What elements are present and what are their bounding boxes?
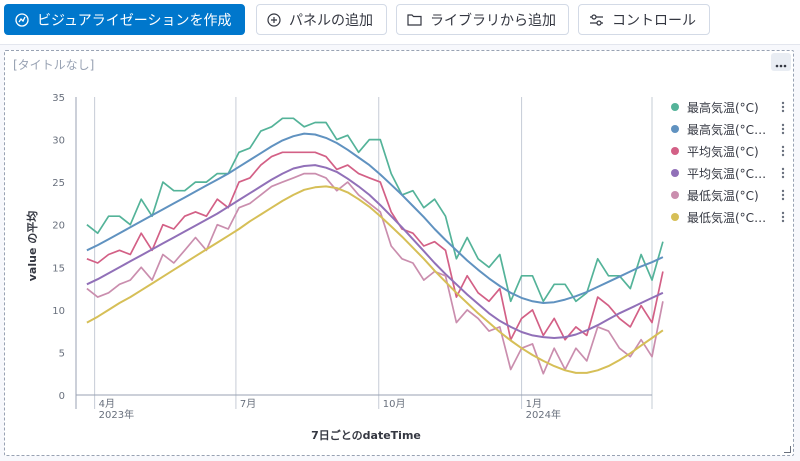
x-tick-sublabel: 2024年: [526, 408, 561, 421]
add-panel-button[interactable]: パネルの追加: [256, 4, 387, 35]
legend-color-dot: [671, 169, 679, 177]
series-line-2[interactable]: [86, 132, 664, 304]
legend-item[interactable]: 最低気温(°C): [669, 184, 787, 206]
add-from-library-label: ライブラリから追加: [430, 12, 556, 29]
series-line-4[interactable]: [86, 164, 664, 339]
controls-icon: [589, 13, 604, 26]
legend-item[interactable]: 最高気温(°C): [669, 96, 787, 118]
legend-item[interactable]: 平均気温(°C)移動平均: [669, 162, 787, 184]
legend-item[interactable]: 最低気温(°C)移動平均: [669, 206, 787, 228]
more-vertical-icon[interactable]: [781, 187, 785, 203]
controls-button[interactable]: コントロール: [578, 4, 710, 35]
more-vertical-icon[interactable]: [781, 99, 785, 115]
y-tick-label: 25: [52, 178, 65, 189]
y-tick-label: 20: [52, 221, 65, 232]
legend-color-dot: [671, 103, 679, 111]
x-tick-label: 7月: [240, 398, 256, 410]
add-panel-label: パネルの追加: [289, 12, 373, 29]
legend-color-dot: [671, 147, 679, 155]
chart-legend: 最高気温(°C) 最高気温(°C)移動平均平均気温(°C) 平均気温(°C)移動平均…: [669, 96, 787, 228]
legend-item[interactable]: 最高気温(°C)移動平均: [669, 118, 787, 140]
create-visualization-label: ビジュアライゼーションを作成: [37, 12, 232, 29]
more-vertical-icon[interactable]: [781, 143, 785, 159]
panel-title: [タイトルなし]: [13, 58, 95, 72]
y-tick-label: 0: [59, 391, 65, 402]
panel-options-button[interactable]: [771, 53, 791, 71]
legend-color-dot: [671, 213, 679, 221]
x-tick-label: 4月: [99, 398, 115, 410]
series-line-6[interactable]: [86, 185, 664, 374]
more-vertical-icon[interactable]: [781, 209, 785, 225]
x-tick-label: 1月: [526, 398, 542, 410]
y-tick-label: 35: [52, 93, 65, 104]
visualize-icon: [15, 12, 29, 27]
y-axis-title: value の平均: [25, 211, 39, 282]
series-line-3[interactable]: [86, 151, 664, 341]
y-tick-label: 10: [52, 306, 65, 317]
legend-label: 平均気温(°C): [687, 144, 759, 159]
plus-circle-icon: [267, 12, 281, 27]
create-visualization-button[interactable]: ビジュアライゼーションを作成: [4, 4, 245, 35]
dashboard-toolbar: ビジュアライゼーションを作成 パネルの追加 ライブラリから追加 コントロール: [0, 0, 800, 45]
y-tick-label: 15: [52, 263, 65, 274]
series-line-5[interactable]: [86, 172, 664, 375]
more-horizontal-icon: [775, 53, 787, 72]
x-tick-label: 10月: [383, 398, 406, 410]
legend-label: 最高気温(°C)移動平均: [687, 122, 767, 137]
y-tick-label: 5: [59, 348, 65, 359]
legend-label: 平均気温(°C)移動平均: [687, 166, 767, 181]
visualization-panel: [タイトルなし] 0 5 10 15 20 25 30 35 value の平均 4月 2023年 7…: [4, 50, 794, 456]
legend-item[interactable]: 平均気温(°C): [669, 140, 787, 162]
add-from-library-button[interactable]: ライブラリから追加: [396, 4, 569, 35]
legend-label: 最高気温(°C): [687, 100, 759, 115]
legend-label: 最低気温(°C)移動平均: [687, 210, 767, 225]
y-tick-label: 30: [52, 136, 65, 147]
legend-color-dot: [671, 191, 679, 199]
series-line-1[interactable]: [86, 117, 664, 303]
controls-label: コントロール: [612, 12, 696, 29]
folder-icon: [407, 13, 422, 26]
legend-label: 最低気温(°C): [687, 188, 759, 203]
x-tick-sublabel: 2023年: [99, 408, 134, 421]
x-axis-title: 7日ごとのdateTime: [311, 428, 421, 442]
more-vertical-icon[interactable]: [781, 165, 785, 181]
more-vertical-icon[interactable]: [781, 121, 785, 137]
resize-handle[interactable]: [784, 446, 791, 453]
legend-color-dot: [671, 125, 679, 133]
